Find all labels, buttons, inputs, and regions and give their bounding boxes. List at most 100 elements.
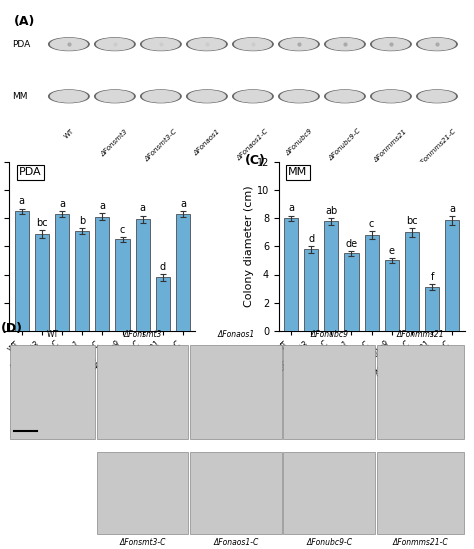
Text: ΔFonmms21-C: ΔFonmms21-C xyxy=(417,128,457,169)
FancyBboxPatch shape xyxy=(377,452,464,534)
Text: ΔFonaos1-C: ΔFonaos1-C xyxy=(236,128,270,161)
Circle shape xyxy=(417,38,457,51)
Text: c: c xyxy=(120,225,125,234)
Text: (A): (A) xyxy=(14,15,36,28)
FancyBboxPatch shape xyxy=(97,452,188,534)
FancyBboxPatch shape xyxy=(190,452,282,534)
Text: f: f xyxy=(430,272,434,282)
Bar xyxy=(345,254,358,330)
Circle shape xyxy=(187,90,227,103)
Circle shape xyxy=(187,38,227,51)
Text: a: a xyxy=(288,204,294,214)
Text: ΔFonubc9-C: ΔFonubc9-C xyxy=(328,128,362,162)
Text: de: de xyxy=(346,239,357,249)
Circle shape xyxy=(143,91,179,102)
FancyBboxPatch shape xyxy=(377,345,464,439)
Bar xyxy=(304,249,318,330)
Circle shape xyxy=(97,38,133,50)
Text: a: a xyxy=(180,199,186,209)
Text: bc: bc xyxy=(406,216,418,226)
Bar xyxy=(284,219,298,330)
Bar xyxy=(385,260,399,330)
Bar xyxy=(324,221,338,330)
Circle shape xyxy=(189,38,225,50)
FancyBboxPatch shape xyxy=(190,345,282,439)
Text: ΔFonaos1: ΔFonaos1 xyxy=(193,128,221,156)
Text: ΔFonaos1-C: ΔFonaos1-C xyxy=(213,538,258,547)
Circle shape xyxy=(371,38,411,51)
Circle shape xyxy=(327,91,364,102)
Circle shape xyxy=(373,38,410,50)
Circle shape xyxy=(419,91,456,102)
Circle shape xyxy=(97,91,133,102)
FancyBboxPatch shape xyxy=(10,345,95,439)
Text: (D): (D) xyxy=(0,322,22,335)
Bar xyxy=(156,277,170,330)
Bar xyxy=(365,235,379,330)
Text: ab: ab xyxy=(325,205,337,216)
Bar xyxy=(35,234,49,330)
Circle shape xyxy=(49,38,89,51)
Text: ΔFonsmt3: ΔFonsmt3 xyxy=(100,128,129,157)
Y-axis label: Colony diameter (cm): Colony diameter (cm) xyxy=(244,186,254,307)
Text: ΔFonsmt3-C: ΔFonsmt3-C xyxy=(144,128,178,163)
Circle shape xyxy=(51,91,87,102)
Text: d: d xyxy=(160,262,166,272)
Circle shape xyxy=(325,90,365,103)
FancyBboxPatch shape xyxy=(283,345,375,439)
Text: MM: MM xyxy=(12,92,27,101)
Text: c: c xyxy=(369,219,374,229)
Circle shape xyxy=(235,38,271,50)
Circle shape xyxy=(235,91,271,102)
Circle shape xyxy=(233,38,273,51)
Text: a: a xyxy=(59,199,65,209)
Circle shape xyxy=(189,91,225,102)
Bar xyxy=(176,214,190,330)
Circle shape xyxy=(325,38,365,51)
Circle shape xyxy=(95,38,135,51)
Circle shape xyxy=(281,38,317,50)
Circle shape xyxy=(143,38,179,50)
Bar xyxy=(116,239,129,330)
Circle shape xyxy=(51,38,87,50)
Circle shape xyxy=(95,90,135,103)
Bar xyxy=(136,219,150,330)
Text: ΔFonmms21: ΔFonmms21 xyxy=(374,128,409,164)
Text: a: a xyxy=(18,197,25,206)
Text: PDA: PDA xyxy=(19,167,41,177)
Bar xyxy=(425,287,439,330)
Text: WT: WT xyxy=(46,330,59,339)
Text: a: a xyxy=(100,201,105,211)
Text: ΔFonubc9-C: ΔFonubc9-C xyxy=(306,538,352,547)
Bar xyxy=(15,211,28,330)
Text: d: d xyxy=(308,234,314,244)
Text: a: a xyxy=(140,204,146,214)
Text: a: a xyxy=(449,204,456,214)
FancyBboxPatch shape xyxy=(283,452,375,534)
Text: ΔFonubc9: ΔFonubc9 xyxy=(310,330,348,339)
Text: ΔFonmms21-C: ΔFonmms21-C xyxy=(392,538,448,547)
Text: (C): (C) xyxy=(246,154,266,167)
Bar xyxy=(75,231,89,330)
Text: b: b xyxy=(79,216,85,226)
Circle shape xyxy=(279,90,319,103)
Circle shape xyxy=(141,38,181,51)
Text: e: e xyxy=(389,245,395,256)
Bar xyxy=(55,214,69,330)
Circle shape xyxy=(373,91,410,102)
Text: bc: bc xyxy=(36,217,47,227)
Circle shape xyxy=(371,90,411,103)
Bar xyxy=(95,217,109,330)
Text: ΔFonubc9: ΔFonubc9 xyxy=(284,128,313,157)
FancyBboxPatch shape xyxy=(97,345,188,439)
Circle shape xyxy=(417,90,457,103)
Text: ΔFonmms21: ΔFonmms21 xyxy=(396,330,444,339)
Text: ΔFonsmt3: ΔFonsmt3 xyxy=(123,330,162,339)
Text: ΔFonaos1: ΔFonaos1 xyxy=(217,330,255,339)
Circle shape xyxy=(233,90,273,103)
Bar xyxy=(446,221,459,330)
Text: ΔFonsmt3-C: ΔFonsmt3-C xyxy=(119,538,166,547)
Circle shape xyxy=(281,91,317,102)
Text: WT: WT xyxy=(63,128,75,140)
Circle shape xyxy=(419,38,456,50)
